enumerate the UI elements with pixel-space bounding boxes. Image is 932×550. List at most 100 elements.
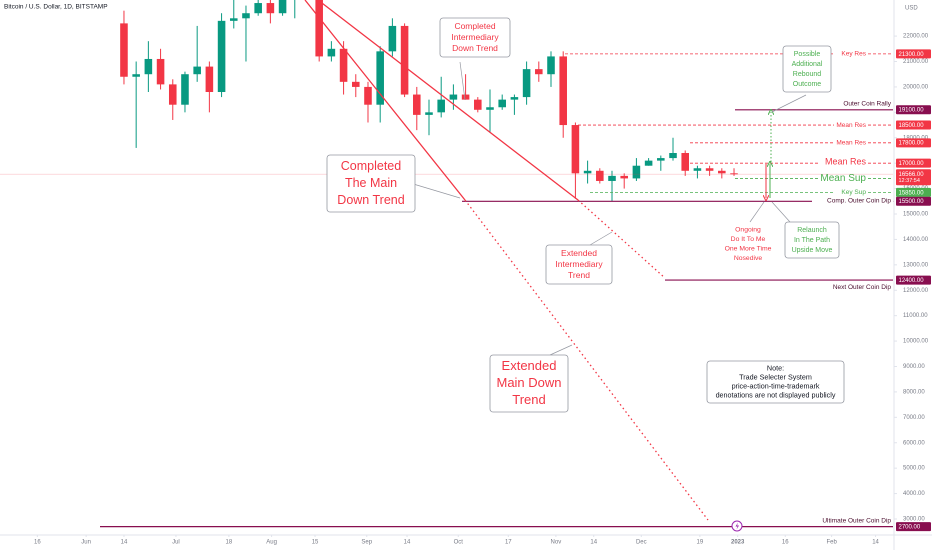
- candle-body: [400, 25, 409, 95]
- price-tag-box: [896, 196, 931, 206]
- candle-body: [437, 99, 445, 113]
- axes: 3000.00 4000.00 5000.00 6000.00 7000.00 8000.…: [34, 34, 931, 546]
- x-tick-label: 14: [121, 540, 128, 546]
- candle-body: [449, 94, 458, 100]
- candle-body: [339, 48, 348, 82]
- callout-box: [784, 221, 840, 259]
- candle-body: [413, 94, 421, 115]
- y-tick-label: 8000.00: [903, 389, 925, 395]
- level-label: Mean Res: [836, 140, 866, 147]
- callout-text: Trend: [512, 392, 545, 407]
- candle-body: [132, 74, 140, 77]
- y-tick-label: 14000.00: [903, 237, 929, 243]
- candle-body: [559, 56, 567, 126]
- candle-body: [498, 99, 506, 108]
- price-tag: 17800.00: [899, 141, 925, 147]
- price-tag: 15500.00: [899, 199, 925, 205]
- candle-body: [510, 97, 519, 100]
- x-tick-label: 2023: [731, 540, 745, 546]
- y-tick-label: 9000.00: [903, 364, 925, 370]
- callout-text: Intermediary: [451, 32, 499, 42]
- callout-text: Do It To Me: [731, 236, 766, 243]
- candle-body: [583, 170, 592, 174]
- candle-body: [376, 51, 384, 105]
- callout-text: Rebound: [793, 71, 822, 78]
- candle-body: [547, 56, 555, 75]
- candle-body: [486, 107, 494, 110]
- event-icon-bolt: [735, 522, 739, 530]
- callout-text: Intermediary: [555, 259, 603, 269]
- candle-body: [632, 165, 641, 179]
- candle-body: [168, 84, 177, 105]
- price-tag-box: [896, 105, 931, 115]
- y-tick-label: 13000.00: [903, 262, 929, 268]
- x-tick-label: 19: [697, 540, 704, 546]
- candle-body: [571, 125, 580, 174]
- callout-text: Down Trend: [452, 43, 498, 53]
- candle-body: [425, 112, 433, 115]
- callout-box: [439, 17, 511, 58]
- callout-text: In The Path: [794, 237, 830, 244]
- y-tick-label: 5000.00: [903, 466, 925, 472]
- candle-body: [352, 81, 360, 87]
- candle-body: [217, 20, 226, 93]
- candle-body: [278, 0, 287, 14]
- candle-body: [657, 158, 665, 161]
- price-tag-box: [896, 120, 931, 130]
- candles: [120, 0, 738, 202]
- candle-body: [705, 168, 714, 171]
- candle-body: [193, 66, 201, 75]
- y-tick-label: 6000.00: [903, 440, 925, 446]
- y-tick-label: 11000.00: [903, 313, 928, 319]
- price-tag: 15850.00: [899, 190, 925, 196]
- callout-text: Extended: [502, 358, 557, 373]
- chart-title: Bitcoin / U.S. Dollar, 1D, BITSTAMP: [4, 4, 108, 11]
- level-label: Key Res: [841, 51, 866, 58]
- levels: Key Res Outer Coin Rally Mean Res Mean Res M…: [0, 51, 893, 528]
- level-label: Comp. Outer Coin Dip: [827, 198, 891, 205]
- callout-text: The Main: [345, 176, 397, 190]
- candle-body: [205, 66, 214, 93]
- last-price-box: [896, 169, 931, 186]
- callout-box: [782, 45, 832, 93]
- candle-body: [461, 94, 470, 100]
- candle-body: [254, 3, 262, 14]
- level-label: Mean Sup: [820, 173, 866, 184]
- price-tag-box: [896, 158, 931, 168]
- callout-box: [706, 360, 845, 404]
- currency: USD: [905, 6, 918, 12]
- callout-text: Trade Selecter System: [739, 372, 812, 381]
- candle-body: [266, 3, 275, 14]
- y-tick-label: 10000.00: [903, 339, 929, 345]
- intermediary-trend-line: [317, 0, 579, 201]
- x-tick-label: 16: [34, 540, 41, 546]
- callout-text: Trend: [568, 270, 590, 280]
- candle-body: [181, 74, 189, 105]
- callout-text: Note:: [767, 363, 784, 372]
- x-tick-label: Jul: [172, 540, 180, 546]
- countdown: 12:37:54: [899, 178, 920, 184]
- price-tag-box: [896, 49, 931, 59]
- y-tick-label: 4000.00: [903, 491, 925, 497]
- pointer: [589, 231, 613, 246]
- x-tick-label: Aug: [266, 540, 277, 546]
- x-tick-label: Oct: [454, 540, 464, 546]
- y-tick-label: 22000.00: [903, 34, 929, 40]
- level-label: Key Sup: [841, 189, 866, 196]
- candle-body: [144, 58, 153, 75]
- candle-body: [156, 58, 165, 85]
- x-tick-label: 17: [505, 540, 512, 546]
- pointer: [749, 201, 765, 223]
- y-tick-label: 21000.00: [903, 59, 929, 65]
- y-tick-label: 3000.00: [903, 517, 925, 523]
- callout-text: denotations are not displayed publicly: [716, 390, 836, 399]
- candle-body: [522, 69, 531, 98]
- callout-box: [545, 244, 613, 285]
- last-price-label: 16566.00: [899, 172, 925, 178]
- level-label: Mean Res: [836, 122, 866, 129]
- y-tick-label: 12000.00: [903, 288, 929, 294]
- price-tag-box: [896, 275, 931, 285]
- callout-text: Outcome: [793, 81, 822, 88]
